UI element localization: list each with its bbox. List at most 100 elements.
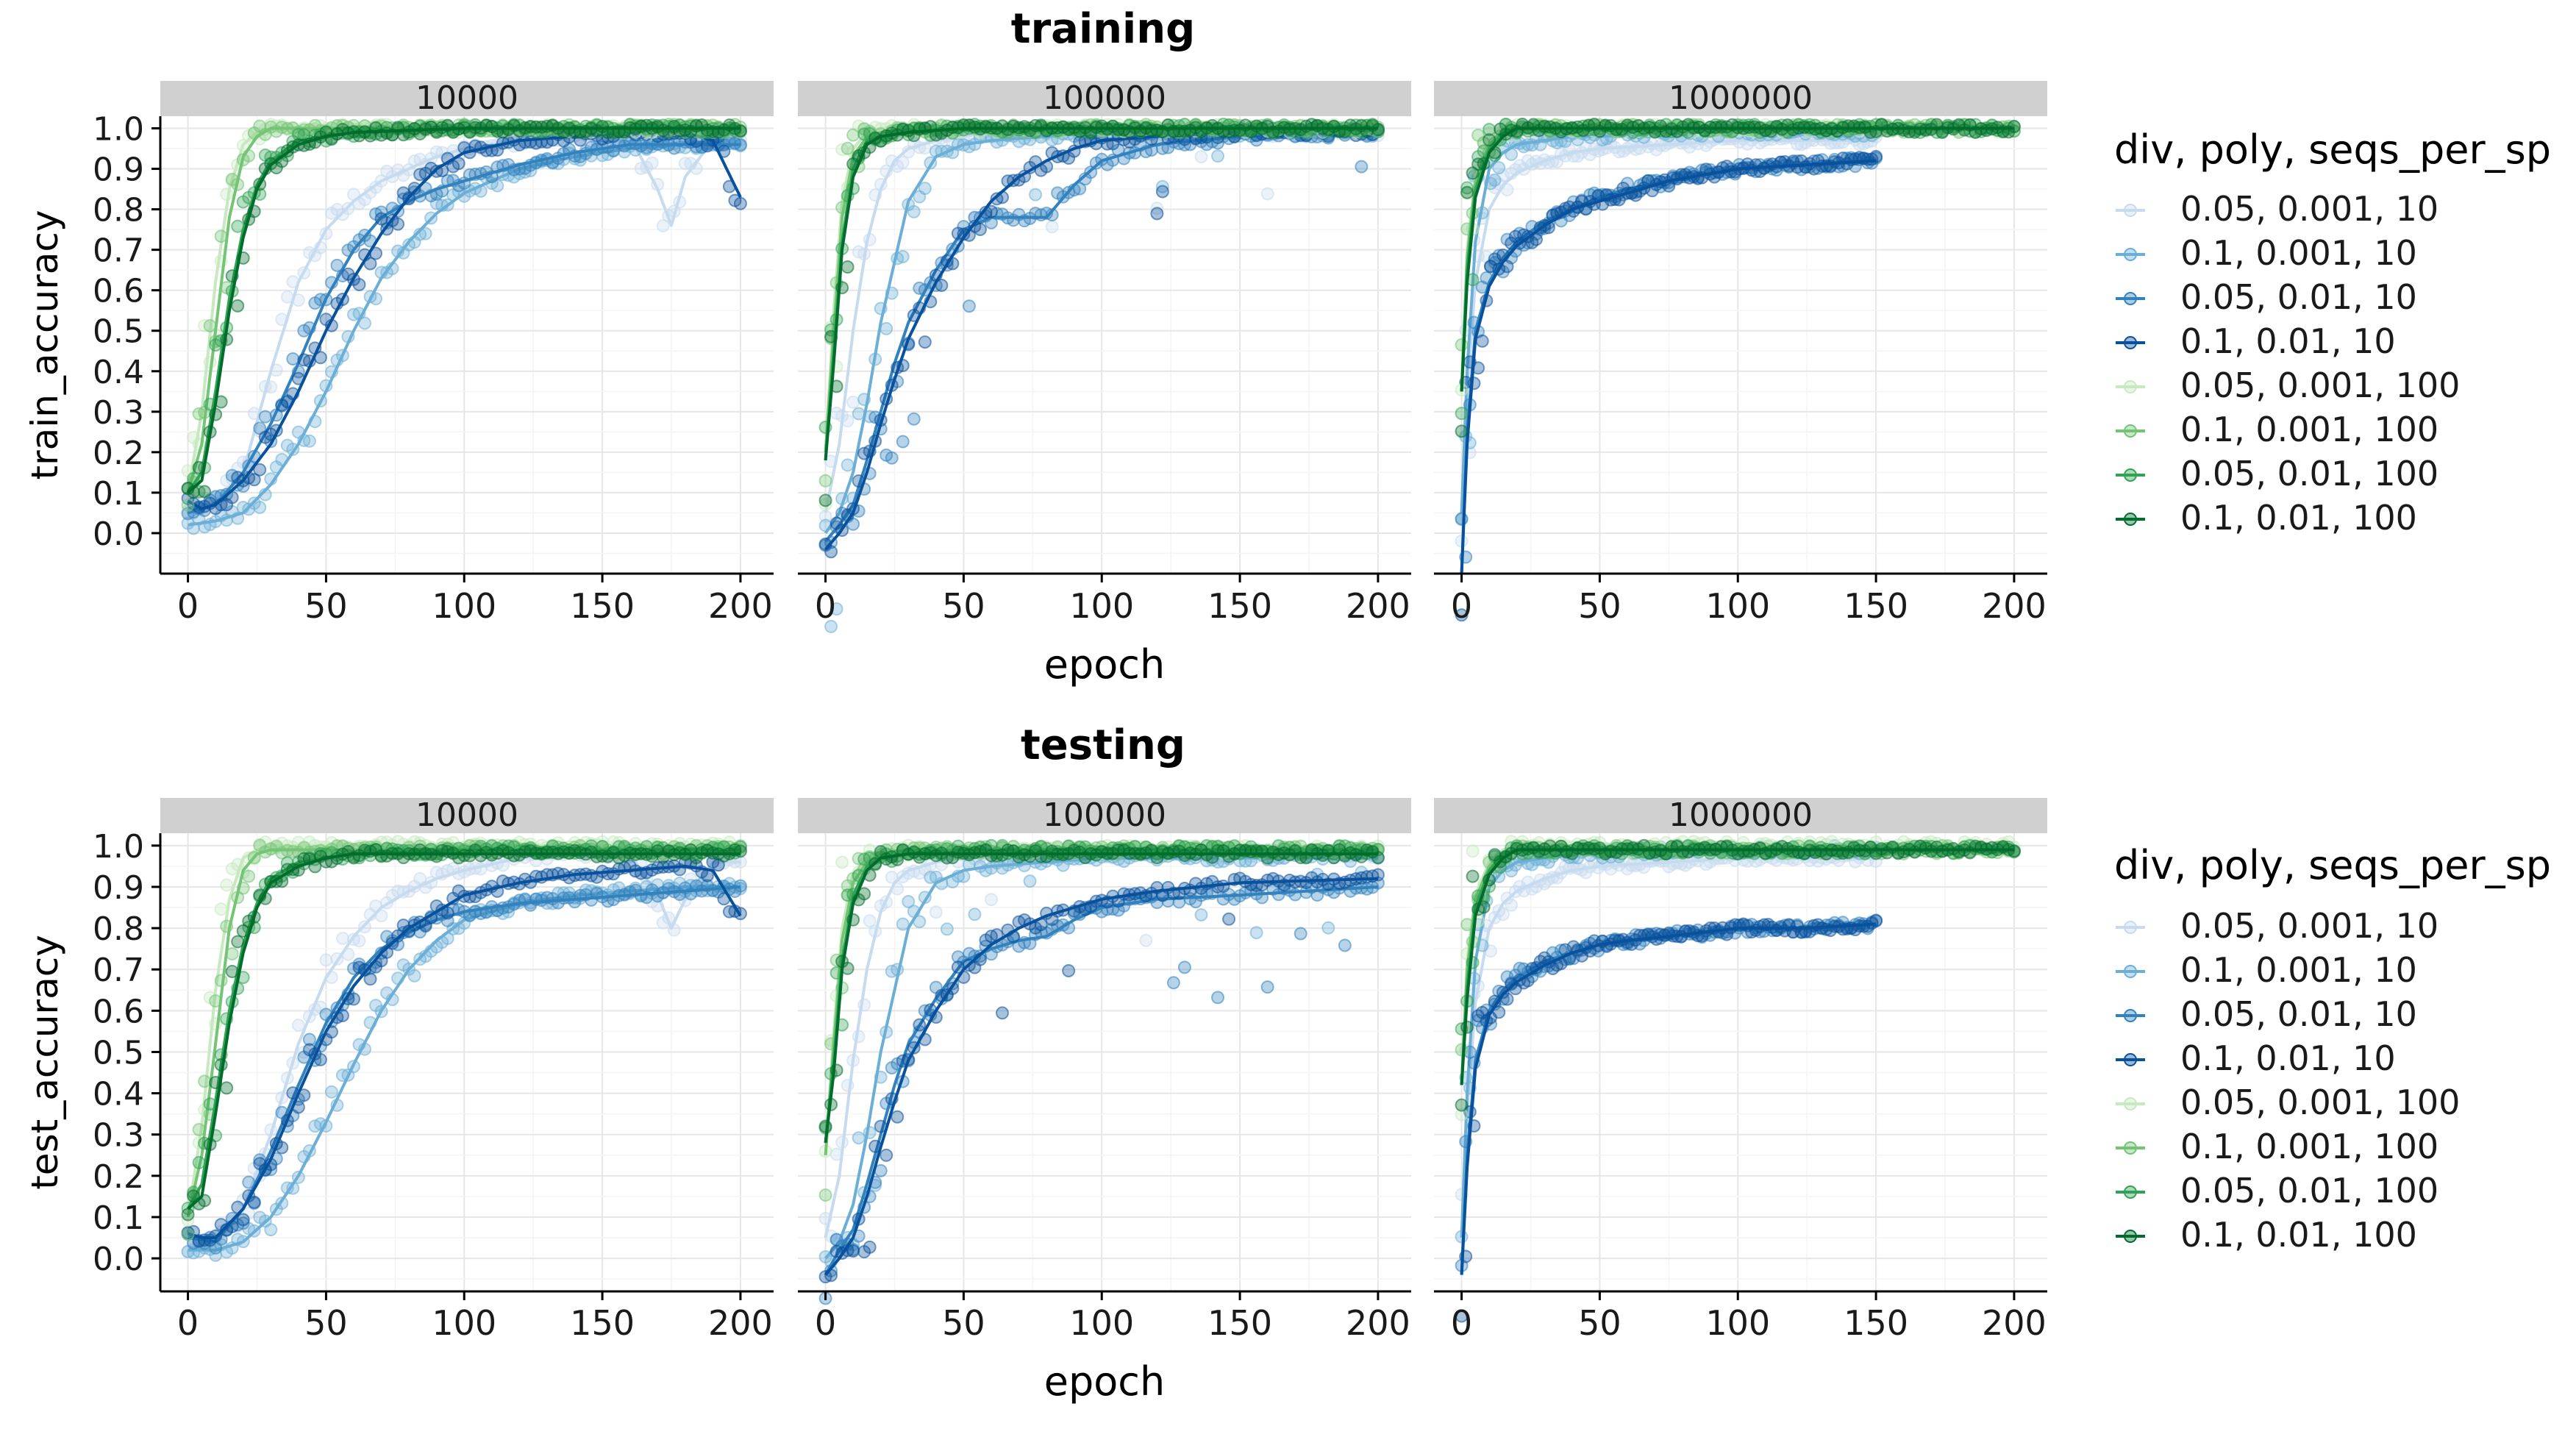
x-tick-label: 100 <box>1705 586 1770 626</box>
y-tick-label: 0.1 <box>93 475 144 513</box>
data-point <box>1168 977 1180 988</box>
data-point <box>1195 151 1207 163</box>
data-point <box>1456 513 1468 524</box>
facet-label: 1000000 <box>1669 79 1813 117</box>
data-point <box>908 413 920 425</box>
data-point <box>996 1007 1008 1019</box>
data-point <box>1151 207 1163 219</box>
data-point <box>842 459 854 471</box>
data-point <box>182 1208 194 1220</box>
facet-label: 100000 <box>1043 79 1166 117</box>
y-tick-label: 0.4 <box>93 354 144 391</box>
y-tick-label: 0.1 <box>93 1199 144 1237</box>
data-point <box>1461 187 1473 199</box>
legend-label: 0.05, 0.001, 10 <box>2180 189 2438 229</box>
data-point <box>842 143 854 154</box>
x-tick-label: 200 <box>708 1303 773 1343</box>
x-tick-label: 0 <box>177 586 199 626</box>
data-point <box>204 320 216 332</box>
data-point <box>1489 174 1501 186</box>
y-tick-label: 0.8 <box>93 910 144 948</box>
y-tick-label: 0.5 <box>93 1034 144 1071</box>
data-point <box>735 198 746 210</box>
data-point <box>320 954 332 966</box>
x-tick-label: 0 <box>177 1303 199 1343</box>
data-point <box>215 903 227 915</box>
data-point <box>254 502 265 513</box>
data-point <box>365 973 377 985</box>
legend-swatch-point <box>2124 337 2136 349</box>
data-point <box>232 935 243 947</box>
legend-label: 0.05, 0.01, 10 <box>2180 277 2417 317</box>
y-tick-label: 1.0 <box>93 828 144 866</box>
y-tick-label: 0.5 <box>93 313 144 351</box>
data-point <box>1251 927 1263 938</box>
data-point <box>1456 339 1468 351</box>
data-point <box>897 251 909 263</box>
data-point <box>193 1157 205 1169</box>
y-tick-label: 0.9 <box>93 869 144 907</box>
data-point <box>221 879 232 891</box>
x-axis-label: epoch <box>1044 1358 1165 1405</box>
x-tick-label: 50 <box>304 586 348 626</box>
facet-label: 100000 <box>1043 796 1166 834</box>
data-point <box>820 475 832 487</box>
data-point <box>1483 134 1495 146</box>
data-point <box>853 1132 865 1144</box>
x-tick-label: 100 <box>432 586 496 626</box>
data-point <box>963 300 975 312</box>
y-tick-label: 0.8 <box>93 192 144 229</box>
data-point <box>238 1214 249 1226</box>
data-point <box>304 435 315 447</box>
x-tick-label: 200 <box>708 586 773 626</box>
legend-label: 0.1, 0.01, 100 <box>2180 498 2417 538</box>
data-point <box>1339 939 1351 951</box>
data-point <box>1468 377 1480 389</box>
data-point <box>847 396 859 408</box>
data-point <box>199 485 210 497</box>
y-tick-label: 1.0 <box>93 111 144 149</box>
legend-label: 0.1, 0.001, 10 <box>2180 233 2417 273</box>
legend-label: 0.1, 0.001, 100 <box>2180 410 2438 449</box>
x-tick-label: 50 <box>1578 586 1621 626</box>
data-point <box>842 261 854 273</box>
data-point <box>847 1245 859 1257</box>
data-point <box>880 1149 892 1161</box>
data-point <box>1477 335 1488 347</box>
y-tick-label: 0.9 <box>93 151 144 189</box>
x-tick-label: 100 <box>1069 586 1134 626</box>
data-point <box>930 906 942 918</box>
data-point <box>199 1075 210 1087</box>
legend-label: 0.05, 0.01, 100 <box>2180 454 2438 493</box>
x-tick-label: 150 <box>1207 1303 1272 1343</box>
x-tick-label: 150 <box>1207 586 1272 626</box>
legend-swatch-point <box>2124 513 2136 525</box>
data-point <box>908 206 920 218</box>
y-tick-label: 0.6 <box>93 273 144 310</box>
x-tick-label: 150 <box>1844 586 1908 626</box>
data-point <box>1322 922 1334 934</box>
data-point <box>1262 188 1274 199</box>
y-axis-label: train_accuracy <box>24 210 66 480</box>
data-point <box>985 894 997 905</box>
data-point <box>326 1086 338 1098</box>
y-tick-label: 0.3 <box>93 394 144 432</box>
data-point <box>880 323 892 335</box>
data-point <box>1467 845 1479 857</box>
data-point <box>1140 935 1152 946</box>
x-tick-label: 50 <box>942 1303 985 1343</box>
x-tick-label: 100 <box>432 1303 496 1343</box>
data-point <box>1456 425 1468 437</box>
y-tick-label: 0.3 <box>93 1117 144 1155</box>
data-point <box>847 129 859 141</box>
data-point <box>1212 991 1224 1003</box>
legend-label: 0.05, 0.001, 100 <box>2180 366 2460 405</box>
x-axis-label: epoch <box>1044 641 1165 688</box>
x-tick-label: 150 <box>570 1303 635 1343</box>
data-point <box>353 279 365 290</box>
data-point <box>1212 150 1224 162</box>
y-tick-label: 0.2 <box>93 435 144 472</box>
data-point <box>1223 913 1235 925</box>
